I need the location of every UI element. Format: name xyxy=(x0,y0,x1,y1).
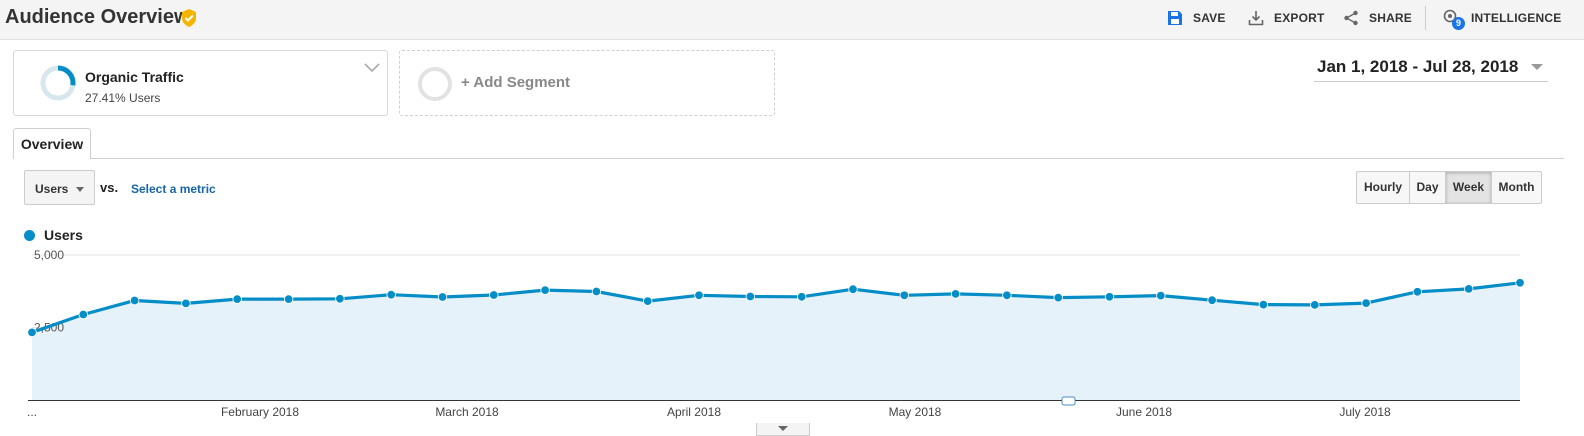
users-data-point xyxy=(694,290,704,301)
intelligence-badge: 9 xyxy=(1452,17,1465,30)
select-metric-link[interactable]: Select a metric xyxy=(131,182,216,196)
users-data-point xyxy=(797,292,807,302)
legend-label: Users xyxy=(44,227,83,243)
page-title: Audience Overview xyxy=(5,6,190,28)
users-data-point xyxy=(386,290,396,300)
users-data-point xyxy=(848,284,858,294)
verified-shield-icon xyxy=(182,9,196,27)
metric-select-value: Users xyxy=(35,182,69,196)
segment-name: Organic Traffic xyxy=(85,69,184,85)
empty-segment-ring-icon xyxy=(418,67,452,101)
segment-organic-traffic[interactable]: Organic Traffic 27.41% Users xyxy=(13,50,388,116)
users-data-point xyxy=(1361,298,1371,308)
granularity-week[interactable]: Week xyxy=(1446,172,1492,203)
users-data-point xyxy=(129,295,140,306)
users-series-line xyxy=(31,281,1521,334)
users-data-point xyxy=(1310,300,1320,310)
users-data-point xyxy=(181,298,191,309)
users-data-point xyxy=(1156,290,1166,301)
x-tick-label: June 2018 xyxy=(1116,405,1172,419)
vs-label: vs. xyxy=(100,180,119,195)
users-data-point xyxy=(27,327,37,338)
granularity-month[interactable]: Month xyxy=(1498,180,1535,194)
annotation-marker-icon xyxy=(1061,396,1076,406)
caret-down-icon xyxy=(76,187,84,192)
users-data-point xyxy=(1412,287,1423,297)
users-data-point xyxy=(899,290,910,301)
share-button[interactable]: SHARE xyxy=(1343,0,1412,36)
save-button[interactable]: SAVE xyxy=(1167,0,1226,36)
chart-legend: Users xyxy=(24,227,83,243)
x-tick-label: ... xyxy=(27,405,37,419)
y-tick-label: 5,000 xyxy=(34,248,64,262)
add-segment-button[interactable]: + Add Segment xyxy=(399,50,775,116)
users-data-point xyxy=(540,285,550,295)
date-range-picker[interactable]: Jan 1, 2018 - Jul 28, 2018 xyxy=(1314,55,1548,82)
users-data-point xyxy=(1104,292,1115,302)
top-bar: Audience Overview SAVE EXPORT SHARE xyxy=(0,0,1584,40)
users-data-point xyxy=(335,294,345,304)
users-data-point xyxy=(1515,278,1525,288)
x-tick-label: March 2018 xyxy=(435,405,499,419)
tab-divider xyxy=(13,158,1564,159)
users-data-point xyxy=(950,289,961,299)
users-data-point xyxy=(643,296,653,306)
granularity-hourly[interactable]: Hourly xyxy=(1357,172,1410,203)
users-data-point xyxy=(1258,299,1269,310)
users-data-point xyxy=(437,292,448,302)
add-segment-label: + Add Segment xyxy=(461,74,571,91)
users-data-point xyxy=(1463,284,1474,294)
users-data-point xyxy=(1207,295,1217,305)
x-tick-label: April 2018 xyxy=(667,405,721,419)
users-data-point xyxy=(283,294,294,304)
users-data-point xyxy=(591,286,602,297)
x-tick-label: February 2018 xyxy=(221,405,299,419)
share-icon xyxy=(1344,10,1358,26)
users-data-point xyxy=(78,309,89,320)
users-data-point xyxy=(1002,290,1012,301)
users-data-point xyxy=(1053,292,1063,303)
legend-dot xyxy=(24,229,35,241)
export-button[interactable]: EXPORT xyxy=(1248,0,1325,36)
segment-percent: 27.41% Users xyxy=(85,91,161,105)
chart-expand-toggle[interactable] xyxy=(756,423,810,436)
metric-select[interactable]: Users xyxy=(24,170,95,205)
tab-overview[interactable]: Overview xyxy=(13,128,91,159)
caret-down-icon xyxy=(778,426,788,431)
users-data-point xyxy=(745,291,756,302)
chevron-down-icon[interactable] xyxy=(364,63,380,73)
toolbar-divider xyxy=(1425,6,1426,30)
x-tick-label: July 2018 xyxy=(1339,405,1391,419)
users-area-fill xyxy=(32,282,1520,400)
export-icon xyxy=(1248,11,1264,26)
date-range-text: Jan 1, 2018 - Jul 28, 2018 xyxy=(1317,57,1519,76)
granularity-day[interactable]: Day xyxy=(1410,172,1446,203)
users-data-point xyxy=(489,290,499,300)
caret-down-icon xyxy=(1531,64,1543,70)
granularity-toggle: Hourly Day Week Month xyxy=(1356,171,1542,204)
x-tick-label: May 2018 xyxy=(889,405,942,419)
segment-donut-icon xyxy=(40,65,76,101)
users-data-point xyxy=(232,294,242,304)
save-icon xyxy=(1168,11,1182,25)
